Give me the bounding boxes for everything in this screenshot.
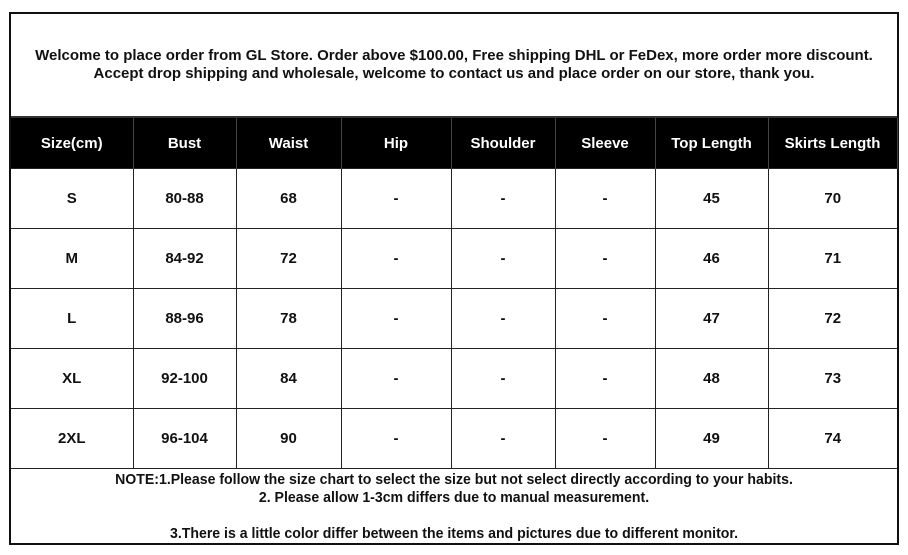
- table-cell: -: [554, 228, 656, 289]
- table-row: L 88-96 78- - -47 72: [11, 288, 897, 349]
- table-cell: 84-92: [132, 228, 237, 289]
- table-cell: -: [554, 168, 656, 229]
- table-cell: -: [450, 348, 556, 409]
- column-header: Hip: [341, 118, 452, 169]
- table-cell: 80-88: [132, 168, 237, 229]
- table-cell: S: [11, 168, 134, 229]
- table-cell: 73: [767, 348, 897, 409]
- table-cell: 84: [235, 348, 342, 409]
- table-cell: -: [450, 288, 556, 349]
- table-cell: 78: [235, 288, 342, 349]
- column-header: Size(cm): [11, 118, 134, 169]
- table-cell: 88-96: [132, 288, 237, 349]
- table-row: 2XL 96-104 90- - -49 74: [11, 408, 897, 469]
- table-cell: 45: [654, 168, 769, 229]
- table-cell: 47: [654, 288, 769, 349]
- table-cell: -: [554, 288, 656, 349]
- table-row: S 80-88 68- - -45 70: [11, 168, 897, 229]
- table-cell: -: [340, 408, 452, 469]
- column-header: Shoulder: [451, 118, 556, 169]
- table-cell: -: [340, 348, 452, 409]
- table-cell: XL: [11, 348, 134, 409]
- table-cell: 48: [654, 348, 769, 409]
- table-cell: 70: [767, 168, 897, 229]
- size-table: Size(cm) Bust Waist Hip Shoulder Sleeve Top Le…: [11, 118, 898, 469]
- table-cell: L: [11, 288, 134, 349]
- note-3: 3.There is a little color differ between…: [169, 525, 739, 542]
- table-cell: -: [340, 168, 452, 229]
- note-1: NOTE:1.Please follow the size chart to s…: [115, 471, 793, 488]
- table-cell: 71: [767, 228, 897, 289]
- size-chart: Welcome to place order from GL Store. Or…: [9, 12, 899, 545]
- header-row: Size(cm) Bust Waist Hip Shoulder Sleeve Top Le…: [11, 118, 898, 169]
- table-cell: 92-100: [132, 348, 237, 409]
- table-cell: 96-104: [132, 408, 237, 469]
- column-header: Top Length: [655, 118, 769, 169]
- store-welcome-text: Welcome to place order from GL Store. Or…: [11, 14, 897, 118]
- table-cell: 49: [654, 408, 769, 469]
- table-cell: 74: [767, 408, 897, 469]
- column-header: Waist: [236, 118, 342, 169]
- table-cell: -: [340, 288, 452, 349]
- table-cell: -: [450, 168, 556, 229]
- table-cell: 46: [654, 228, 769, 289]
- table-cell: -: [554, 348, 656, 409]
- table-row: M 84-92 72- - -46 71: [11, 228, 897, 289]
- table-cell: M: [11, 228, 134, 289]
- table-cell: -: [340, 228, 452, 289]
- column-header: Skirts Length: [768, 118, 898, 169]
- table-cell: -: [450, 408, 556, 469]
- table-cell: 68: [235, 168, 342, 229]
- notes: NOTE:1.Please follow the size chart to s…: [11, 469, 897, 543]
- table-cell: -: [450, 228, 556, 289]
- table-cell: -: [554, 408, 656, 469]
- table-cell: 72: [235, 228, 342, 289]
- table-cell: 90: [235, 408, 342, 469]
- column-header: Bust: [133, 118, 237, 169]
- note-2: 2. Please allow 1-3cm differs due to man…: [258, 489, 650, 506]
- table-cell: 2XL: [11, 408, 134, 469]
- column-header: Sleeve: [555, 118, 656, 169]
- table-row: XL 92-100 84- - -48 73: [11, 348, 897, 409]
- table-cell: 72: [767, 288, 897, 349]
